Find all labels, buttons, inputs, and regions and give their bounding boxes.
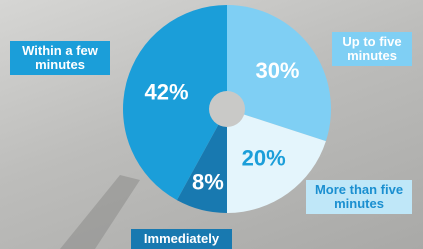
slice-label: 8% (192, 169, 224, 194)
legend-label: Up to five minutes (332, 32, 412, 66)
slice-label: 30% (255, 58, 299, 83)
slice-label: 20% (242, 145, 286, 170)
donut-hole (209, 91, 245, 127)
shadow (60, 175, 140, 249)
legend-label: More than five minutes (306, 180, 412, 214)
chart: 30% 20% 8% 42% Up to five minutes More than… (0, 0, 423, 249)
legend-label: Within a few minutes (10, 41, 110, 75)
slice-label: 42% (145, 79, 189, 104)
legend-label: Immediately (131, 229, 232, 249)
